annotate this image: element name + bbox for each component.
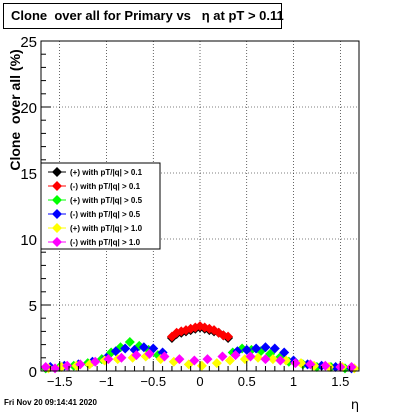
legend-marker <box>52 223 62 233</box>
legend: (+) with pT/|q| > 0.1 (-) with pT/|q| > 0… <box>40 162 161 250</box>
data-point <box>267 354 278 365</box>
y-tick-label: 5 <box>29 298 37 315</box>
x-tick-label: 0 <box>196 374 203 389</box>
legend-marker <box>52 195 62 205</box>
data-point <box>217 351 228 362</box>
y-tick-label: 20 <box>20 100 37 117</box>
data-point <box>320 360 331 371</box>
x-tick-label: 1 <box>290 374 297 389</box>
data-point <box>230 350 241 361</box>
legend-marker <box>52 209 62 219</box>
y-tick-label: 10 <box>20 232 37 249</box>
x-axis-label: η <box>351 398 359 412</box>
data-point <box>103 354 114 365</box>
data-point <box>251 343 262 354</box>
series-2 <box>40 336 350 374</box>
data-point <box>281 355 292 366</box>
legend-label: (+) with pT/|q| > 1.0 <box>70 224 143 233</box>
data-point <box>144 348 155 359</box>
data-point <box>62 360 73 371</box>
data-point <box>275 355 286 366</box>
data-point <box>138 342 149 353</box>
data-point <box>224 355 235 366</box>
data-point <box>260 342 271 353</box>
axes: −1.5 −1 −0.5 0 0.5 1 1.5 0 5 10 15 20 25 <box>20 34 360 389</box>
legend-marker <box>52 237 62 247</box>
timestamp-footer: Fri Nov 20 09:14:41 2020 <box>4 398 97 407</box>
data-point <box>40 362 51 373</box>
legend-box <box>40 162 161 250</box>
x-tick-label: 0.5 <box>238 374 256 389</box>
chart-title: Clone over all for Primary vs η at pT > … <box>3 3 284 29</box>
data-point <box>223 331 234 342</box>
data-point <box>211 358 222 369</box>
x-tick-label: −1 <box>99 374 114 389</box>
data-point <box>296 358 307 369</box>
x-tick-label: −0.5 <box>140 374 166 389</box>
data-point <box>305 359 316 370</box>
data-point <box>241 344 252 355</box>
data-point <box>159 351 170 362</box>
y-axis-label: Clone over all (%) <box>7 49 23 170</box>
legend-marker <box>52 167 62 177</box>
data-point <box>260 354 271 365</box>
data-point <box>202 354 213 365</box>
legend-label: (-) with pT/|q| > 0.1 <box>70 182 141 191</box>
data-point <box>189 355 200 366</box>
legend-marker <box>52 181 62 191</box>
data-point <box>120 343 131 354</box>
legend-label: (+) with pT/|q| > 0.5 <box>70 196 143 205</box>
legend-label: (-) with pT/|q| > 0.5 <box>70 210 141 219</box>
data-point <box>75 359 86 370</box>
legend-label: (-) with pT/|q| > 1.0 <box>70 238 141 247</box>
data-point <box>346 362 357 373</box>
data-point <box>245 351 256 362</box>
data-point <box>116 352 127 363</box>
data-point <box>124 336 135 347</box>
data-point <box>110 346 121 357</box>
data-point <box>269 343 280 354</box>
y-tick-label: 25 <box>20 34 37 51</box>
legend-label: (+) with pT/|q| > 0.1 <box>70 168 143 177</box>
data-point <box>196 360 207 371</box>
data-point <box>252 352 263 363</box>
series-1 <box>166 321 234 342</box>
data-point <box>90 356 101 367</box>
data-point <box>290 358 301 369</box>
data-point <box>279 347 290 358</box>
x-tick-label: −1.5 <box>47 374 73 389</box>
y-tick-label: 0 <box>29 364 37 381</box>
x-tick-label: 1.5 <box>331 374 349 389</box>
y-tick-label: 15 <box>20 166 37 183</box>
data-point <box>174 354 185 365</box>
data-point <box>131 350 142 361</box>
